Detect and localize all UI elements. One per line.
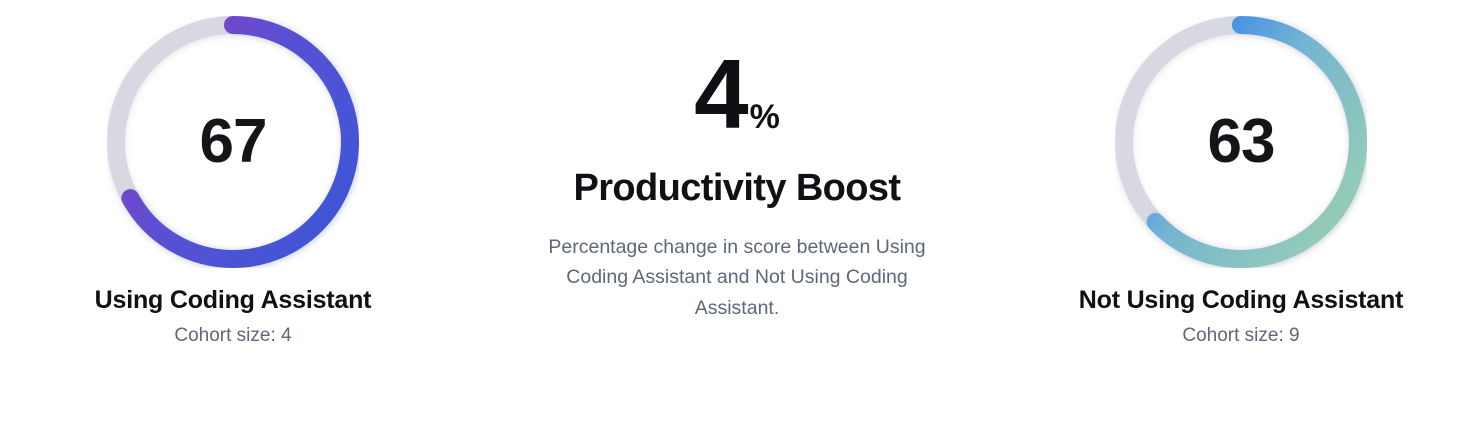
delta-title: Productivity Boost: [573, 167, 901, 210]
gauge-panel-not-using-coding-assistant: 63 Not Using Coding Assistant Cohort siz…: [1008, 0, 1474, 347]
delta-number: 4: [694, 39, 748, 149]
gauge-using-coding-assistant: 67: [107, 16, 359, 268]
cohort-size-left: Cohort size: 4: [174, 325, 292, 346]
gauge-label-right: Not Using Coding Assistant: [1078, 286, 1404, 314]
gauge-not-using-coding-assistant: 63: [1115, 16, 1367, 268]
delta-value-row: 4 %: [694, 39, 780, 149]
gauge-ring-right-icon: [1115, 16, 1367, 268]
delta-percent-unit: %: [749, 98, 780, 136]
gauge-ring-left-icon: [107, 16, 359, 268]
gauge-value-left: 67: [199, 107, 268, 176]
gauge-value-right: 63: [1207, 107, 1276, 176]
delta-description: Percentage change in score between Using…: [548, 236, 926, 319]
cohort-size-right: Cohort size: 9: [1182, 325, 1300, 346]
gauge-label-left: Using Coding Assistant: [94, 286, 372, 314]
gauge-panel-using-coding-assistant: 67 Using Coding Assistant Cohort size: 4: [0, 0, 466, 347]
center-comparison-panel: 4 % Productivity Boost Percentage change…: [502, 0, 972, 323]
